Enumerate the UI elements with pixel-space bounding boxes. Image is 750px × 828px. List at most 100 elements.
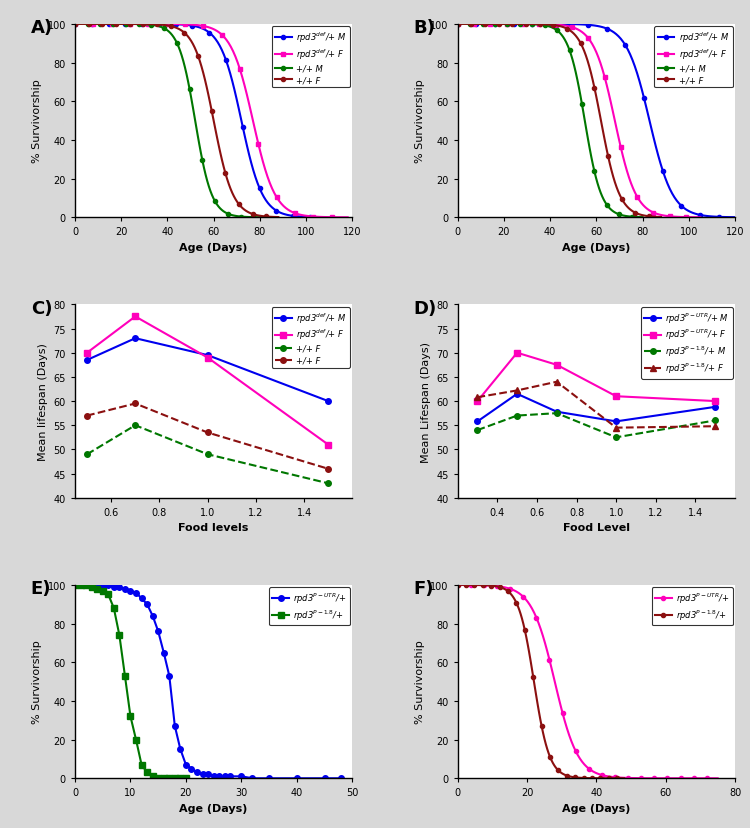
rpd3$^{P-UTR}$/+ (154, 627, 163, 637)
rpd3$^{P-UTR}$/+ F (473, 397, 482, 407)
rpd3$^{P-UTR}$/+ (193, 768, 202, 777)
rpd3$^{P-1.8}$/+ F (711, 421, 720, 431)
rpd3$^{P-UTR}$/+ (220, 772, 230, 782)
rpd3$^{P-1.8}$/+ M (552, 409, 561, 419)
rpd3$^{P-UTR}$/+ (104, 580, 112, 590)
rpd3$^{P-UTR}$/+ (704, 773, 713, 783)
rpd3$^{P-UTR}$/+ (142, 599, 152, 609)
Line: rpd3$^{def}$/+ F: rpd3$^{def}$/+ F (73, 22, 350, 220)
rpd3$^{P-1.8}$/+ F (612, 423, 621, 433)
+/+ F (203, 450, 212, 460)
Line: +/+ M: +/+ M (73, 22, 266, 220)
rpd3$^{P-UTR}$/+ (182, 760, 190, 770)
rpd3$^{P-UTR}$/+ (87, 580, 96, 590)
rpd3$^{def}$/+ F (128, 20, 136, 30)
rpd3$^{P-UTR}$/+ (598, 770, 607, 780)
rpd3$^{P-UTR}$/+ (148, 611, 158, 621)
rpd3$^{P-UTR}$/+ (203, 769, 212, 779)
rpd3$^{P-1.8}$/+ (82, 580, 91, 590)
+/+ F (453, 20, 462, 30)
rpd3$^{P-UTR}$/+ (165, 671, 174, 681)
rpd3$^{def}$/+ F (518, 20, 527, 30)
rpd3$^{P-1.8}$/+ (137, 760, 146, 770)
rpd3$^{P-1.8}$/+ (70, 580, 80, 590)
rpd3$^{P-UTR}$/+ M (612, 417, 621, 427)
rpd3$^{P-UTR}$/+ (82, 580, 91, 590)
+/+ F (70, 20, 80, 30)
rpd3$^{P-UTR}$/+ (226, 772, 235, 782)
Line: +/+ F: +/+ F (84, 402, 331, 472)
rpd3$^{P-1.8}$/+ (488, 581, 497, 591)
+/+ M (599, 195, 608, 205)
rpd3$^{P-1.8}$/+ F (473, 392, 482, 402)
rpd3$^{def}$/+ F (588, 40, 597, 50)
+/+ M (220, 208, 230, 218)
Line: rpd3$^{P-1.8}$/+ M: rpd3$^{P-1.8}$/+ M (475, 411, 718, 440)
rpd3$^{def}$/+ F (453, 20, 462, 30)
rpd3$^{def}$/+ M (137, 20, 146, 30)
+/+ F (130, 399, 140, 409)
rpd3$^{P-UTR}$/+ (170, 721, 179, 731)
rpd3$^{P-1.8}$/+ (121, 671, 130, 681)
rpd3$^{P-1.8}$/+ (182, 773, 190, 783)
+/+ F (130, 421, 140, 431)
rpd3$^{P-1.8}$/+ (98, 586, 107, 596)
rpd3$^{P-1.8}$/+ (131, 734, 140, 744)
Line: rpd3$^{P-UTR}$/+: rpd3$^{P-UTR}$/+ (455, 583, 720, 781)
rpd3$^{P-1.8}$/+ (148, 772, 158, 782)
Line: rpd3$^{P-1.8}$/+ F: rpd3$^{P-1.8}$/+ F (475, 379, 718, 431)
Y-axis label: % Survivorship: % Survivorship (415, 79, 424, 163)
rpd3$^{P-UTR}$/+ M (473, 417, 482, 427)
rpd3$^{P-1.8}$/+ (165, 773, 174, 783)
+/+ F (593, 100, 602, 110)
rpd3$^{def}$/+ F (504, 20, 513, 30)
rpd3$^{def}$/+ M (528, 20, 537, 30)
Line: rpd3$^{def}$/+ M: rpd3$^{def}$/+ M (455, 22, 737, 220)
rpd3$^{P-UTR}$/+ (126, 586, 135, 596)
+/+ M (492, 20, 501, 30)
rpd3$^{P-1.8}$/+ M (711, 416, 720, 426)
+/+ F (324, 465, 333, 474)
rpd3$^{def}$/+ M (607, 26, 616, 36)
rpd3$^{def}$/+ M (722, 213, 730, 223)
rpd3$^{P-UTR}$/+ (98, 580, 107, 590)
rpd3$^{P-UTR}$/+ (131, 588, 140, 598)
rpd3$^{def}$/+ F (286, 207, 295, 217)
+/+ F (82, 450, 92, 460)
rpd3$^{P-UTR}$/+ F (512, 349, 521, 359)
rpd3$^{P-1.8}$/+ (498, 584, 507, 594)
rpd3$^{P-UTR}$/+ M (711, 402, 720, 412)
rpd3$^{P-UTR}$/+ (523, 597, 532, 607)
X-axis label: Food levels: Food levels (178, 522, 249, 532)
rpd3$^{P-UTR}$/+ (93, 580, 102, 590)
+/+ F (267, 213, 276, 223)
rpd3$^{P-UTR}$/+ (265, 773, 274, 783)
rpd3$^{P-1.8}$/+ (176, 773, 185, 783)
rpd3$^{P-1.8}$/+ (584, 773, 593, 783)
rpd3$^{def}$/+ M (130, 334, 140, 344)
+/+ M (70, 20, 80, 30)
+/+ M (176, 46, 184, 56)
rpd3$^{P-1.8}$/+ M (612, 433, 621, 443)
rpd3$^{P-UTR}$/+ (237, 772, 246, 782)
Legend: rpd3$^{P-UTR}$/+, rpd3$^{P-1.8}$/+: rpd3$^{P-UTR}$/+, rpd3$^{P-1.8}$/+ (652, 588, 733, 625)
Y-axis label: Mean Lifespan (Days): Mean Lifespan (Days) (421, 341, 430, 462)
rpd3$^{def}$/+ M (70, 20, 80, 30)
rpd3$^{P-UTR}$/+ (187, 763, 196, 773)
rpd3$^{P-1.8}$/+ (104, 590, 112, 599)
Line: rpd3$^{P-UTR}$/+ F: rpd3$^{P-UTR}$/+ F (475, 350, 718, 404)
+/+ M (632, 213, 640, 223)
rpd3$^{P-UTR}$/+ F (552, 360, 561, 370)
Line: rpd3$^{def}$/+ M: rpd3$^{def}$/+ M (73, 22, 327, 220)
+/+ F (82, 412, 92, 421)
rpd3$^{P-1.8}$/+ (126, 711, 135, 721)
rpd3$^{P-1.8}$/+ (76, 580, 85, 590)
+/+ F (508, 20, 517, 30)
rpd3$^{P-1.8}$/+ (159, 773, 168, 783)
Text: C): C) (31, 299, 52, 317)
rpd3$^{P-UTR}$/+ (292, 773, 302, 783)
rpd3$^{P-1.8}$/+ (620, 773, 628, 783)
+/+ F (656, 213, 665, 223)
rpd3$^{P-UTR}$/+ (70, 580, 80, 590)
rpd3$^{def}$/+ M (512, 20, 520, 30)
